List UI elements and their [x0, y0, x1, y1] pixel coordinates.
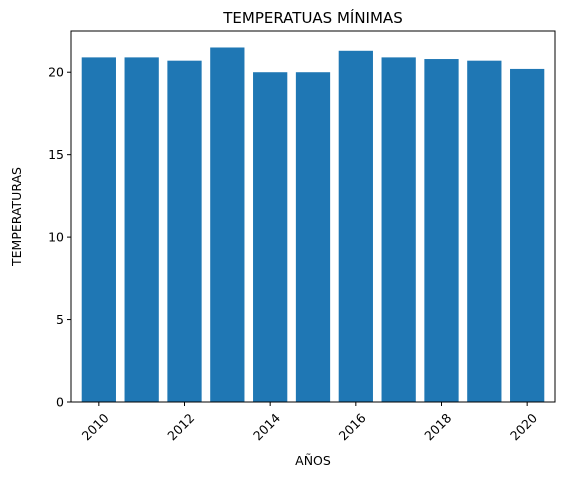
x-tick-label: 2016 [336, 410, 369, 443]
bar-2013 [210, 47, 245, 402]
x-tick-label: 2018 [421, 410, 454, 443]
plot-frame [70, 30, 556, 403]
bar-2016 [338, 50, 373, 402]
bar-2014 [253, 72, 288, 402]
x-tick-label: 2020 [507, 410, 540, 443]
y-tick-label: 10 [48, 230, 64, 245]
bar-2011 [124, 57, 159, 402]
y-tick-label: 5 [56, 312, 64, 327]
y-tick-label: 20 [48, 65, 64, 80]
bar-2019 [467, 60, 502, 403]
y-axis-label: TEMPERATURAS [9, 167, 24, 267]
bar-2020 [510, 68, 545, 403]
x-tick-label: 2014 [250, 410, 283, 443]
bar-2018 [424, 59, 459, 402]
x-tick-label: 2012 [164, 410, 197, 443]
y-tick-label: 0 [56, 395, 64, 410]
chart-title: TEMPERATUAS MÍNIMAS [222, 8, 402, 27]
x-tick-label: 2010 [79, 410, 112, 443]
y-tick-label: 15 [48, 147, 64, 162]
bar-2017 [381, 57, 416, 402]
bar-2012 [167, 60, 202, 403]
bar-2015 [295, 72, 331, 402]
x-axis-ticks: 2010 2012 2014 2016 2018 2020 [79, 402, 540, 443]
x-axis-label: AÑOS [295, 453, 331, 468]
y-axis-ticks: 0 5 10 15 20 [48, 65, 71, 410]
bar-2010 [81, 57, 116, 402]
bars-group [81, 47, 545, 403]
